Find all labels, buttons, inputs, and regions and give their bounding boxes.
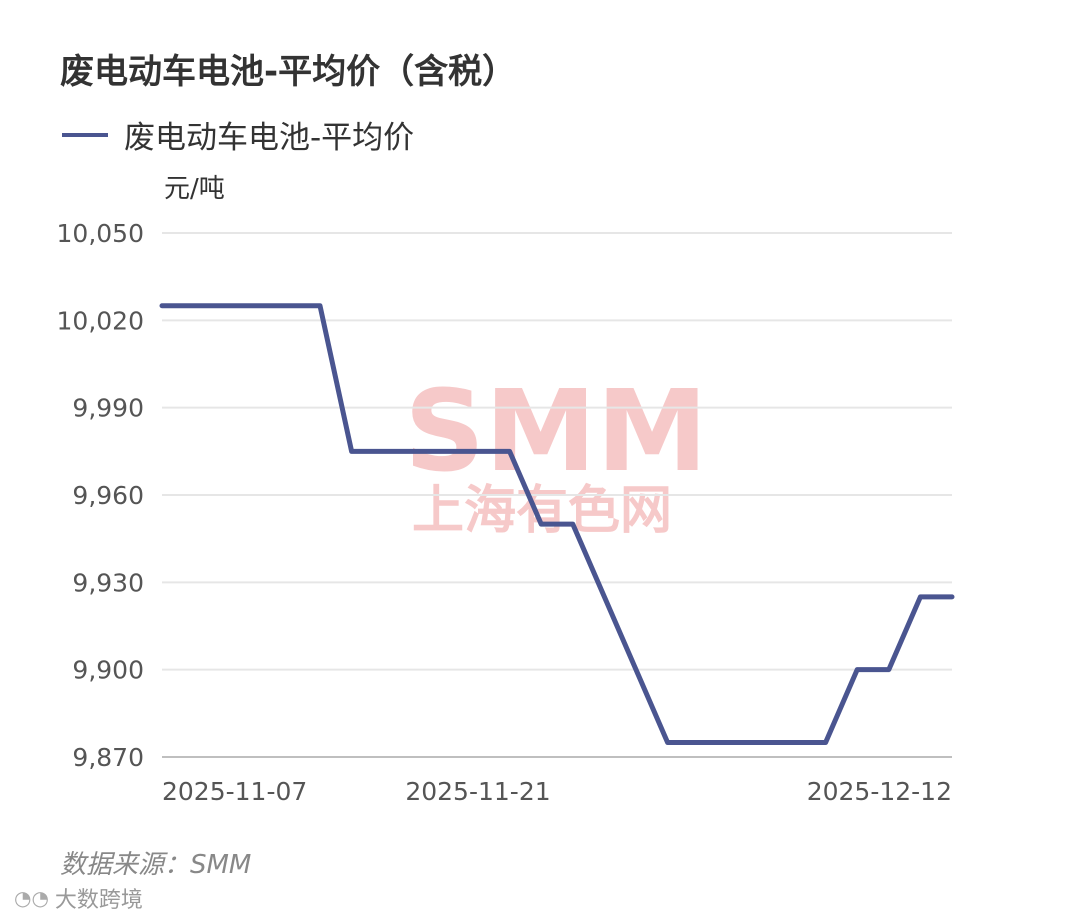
brand-footer: ◔◔ 大数跨境 bbox=[14, 882, 143, 914]
legend[interactable]: 废电动车电池-平均价 bbox=[62, 112, 414, 157]
watermark-logo: SMM bbox=[404, 367, 708, 497]
y-tick-label: 9,870 bbox=[72, 743, 144, 772]
legend-swatch bbox=[62, 132, 108, 137]
x-tick-label: 2025-11-07 bbox=[162, 777, 307, 806]
x-tick-label: 2025-12-12 bbox=[807, 777, 952, 806]
y-tick-label: 9,990 bbox=[72, 394, 144, 423]
y-tick-label: 9,960 bbox=[72, 481, 144, 510]
legend-label: 废电动车电池-平均价 bbox=[124, 120, 415, 156]
y-tick-label: 10,050 bbox=[57, 219, 144, 248]
y-tick-label: 9,930 bbox=[72, 568, 144, 597]
series-line bbox=[159, 303, 955, 745]
watermark-text: 上海有色网 bbox=[412, 481, 672, 541]
y-axis-unit: 元/吨 bbox=[164, 174, 225, 204]
eye-logo-icon: ◔◔ bbox=[14, 886, 49, 910]
y-tick-label: 10,020 bbox=[57, 306, 144, 335]
brand-text: 大数跨境 bbox=[54, 888, 143, 913]
y-tick-label: 9,900 bbox=[72, 656, 144, 685]
x-tick-label: 2025-11-21 bbox=[405, 777, 550, 806]
data-source: 数据来源：SMM bbox=[60, 850, 252, 880]
chart-title: 废电动车电池-平均价（含税） bbox=[60, 52, 517, 92]
